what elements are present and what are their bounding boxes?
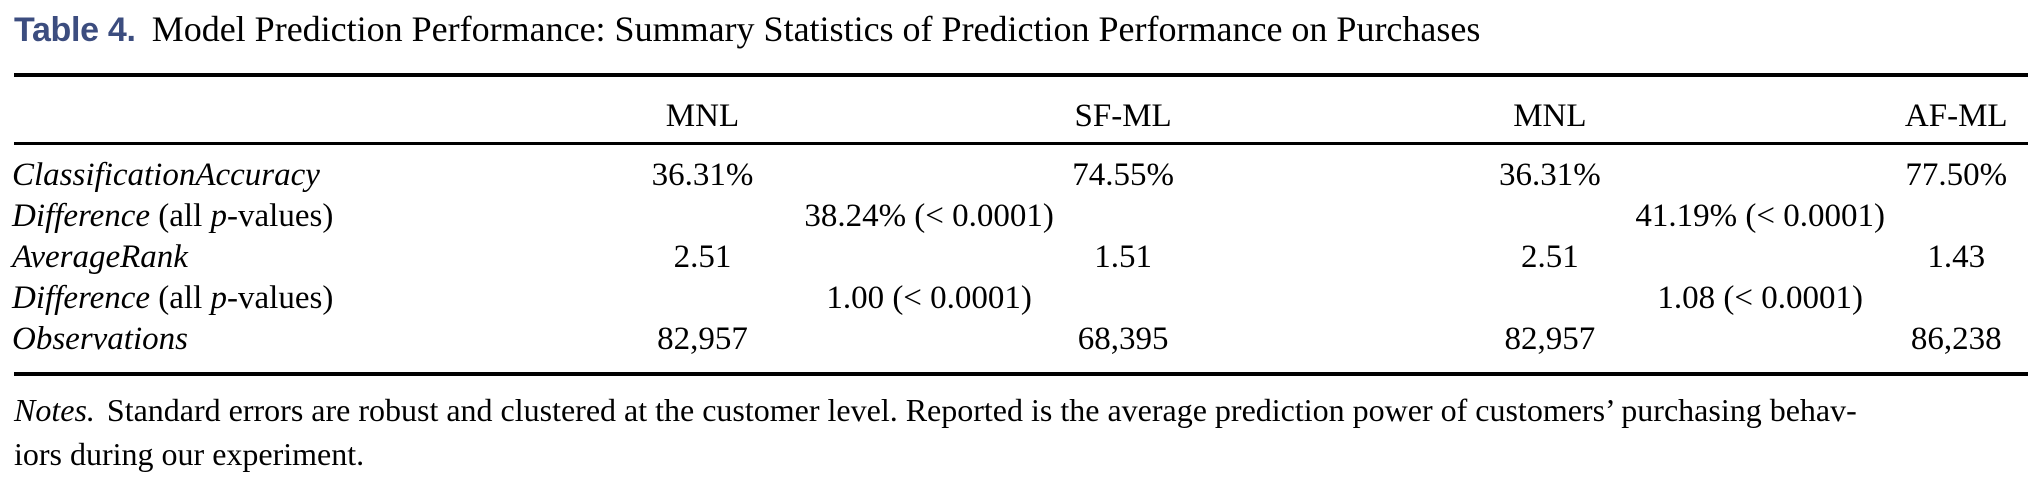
value-observations-af-ml: 86,238: [1910, 321, 2002, 357]
value-observations-mnl-1: 82,957: [657, 321, 748, 357]
value-difference-accuracy-pair-2: 41.19% (< 0.0001): [1635, 198, 1885, 234]
row-label-classification-accuracy: ClassificationAccuracy: [12, 157, 320, 193]
value-difference-rank-pair-1: 1.00 (< 0.0001): [826, 280, 1032, 316]
notes-label: Notes.: [14, 392, 95, 428]
table-top-rule: [14, 73, 2028, 77]
column-header-af-ml: AF-ML: [1904, 98, 2008, 134]
value-average-rank-sf-ml: 1.51: [1094, 239, 1152, 275]
table-row-difference-rank: Difference (all p-values) 1.00 (< 0.0001…: [0, 278, 2042, 319]
notes-line-1: Notes. Standard errors are robust and clu…: [14, 388, 2028, 432]
notes-text-line-2: iors during our experiment.: [14, 436, 365, 472]
row-label-average-rank: AverageRank: [12, 239, 188, 275]
table-bottom-rule: [14, 372, 2028, 376]
value-classification-accuracy-af-ml: 77.50%: [1905, 157, 2008, 193]
table-notes: Notes. Standard errors are robust and clu…: [14, 388, 2028, 476]
table-row-difference-accuracy: Difference (all p-values) 38.24% (< 0.00…: [0, 196, 2042, 237]
column-header-mnl-1: MNL: [665, 98, 740, 134]
table-title: Table 4. Model Prediction Performance: Su…: [14, 7, 1480, 52]
table-row-average-rank: AverageRank 2.51 1.51 2.51 1.43: [0, 237, 2042, 278]
value-difference-accuracy-pair-1: 38.24% (< 0.0001): [804, 198, 1054, 234]
row-label-observations: Observations: [12, 321, 188, 357]
value-observations-sf-ml: 68,395: [1077, 321, 1169, 357]
value-average-rank-mnl-2: 2.51: [1521, 239, 1579, 275]
row-label-difference-rank: Difference (all p-values): [12, 280, 334, 316]
table-row-observations: Observations 82,957 68,395 82,957 86,238: [0, 319, 2042, 360]
value-difference-rank-pair-2: 1.08 (< 0.0001): [1657, 280, 1863, 316]
value-classification-accuracy-mnl-1: 36.31%: [651, 157, 754, 193]
value-average-rank-af-ml: 1.43: [1927, 239, 1986, 275]
notes-line-2: iors during our experiment.: [14, 432, 2028, 476]
notes-text-line-1: Standard errors are robust and clustered…: [106, 392, 1857, 428]
table-row-classification-accuracy: ClassificationAccuracy 36.31% 74.55% 36.…: [0, 155, 2042, 196]
table-header-rule: [14, 142, 2028, 145]
value-classification-accuracy-sf-ml: 74.55%: [1072, 157, 1174, 193]
row-label-difference-accuracy: Difference (all p-values): [12, 198, 334, 234]
column-header-mnl-2: MNL: [1513, 98, 1587, 134]
value-average-rank-mnl-1: 2.51: [673, 239, 732, 275]
value-classification-accuracy-mnl-2: 36.31%: [1499, 157, 1601, 193]
value-observations-mnl-2: 82,957: [1504, 321, 1596, 357]
column-header-sf-ml: SF-ML: [1074, 98, 1172, 134]
table-number-label: Table 4.: [14, 11, 136, 49]
table-header-row: MNL SF-ML MNL AF-ML: [0, 95, 2042, 137]
table-title-text: Model Prediction Performance: Summary St…: [151, 9, 1481, 49]
